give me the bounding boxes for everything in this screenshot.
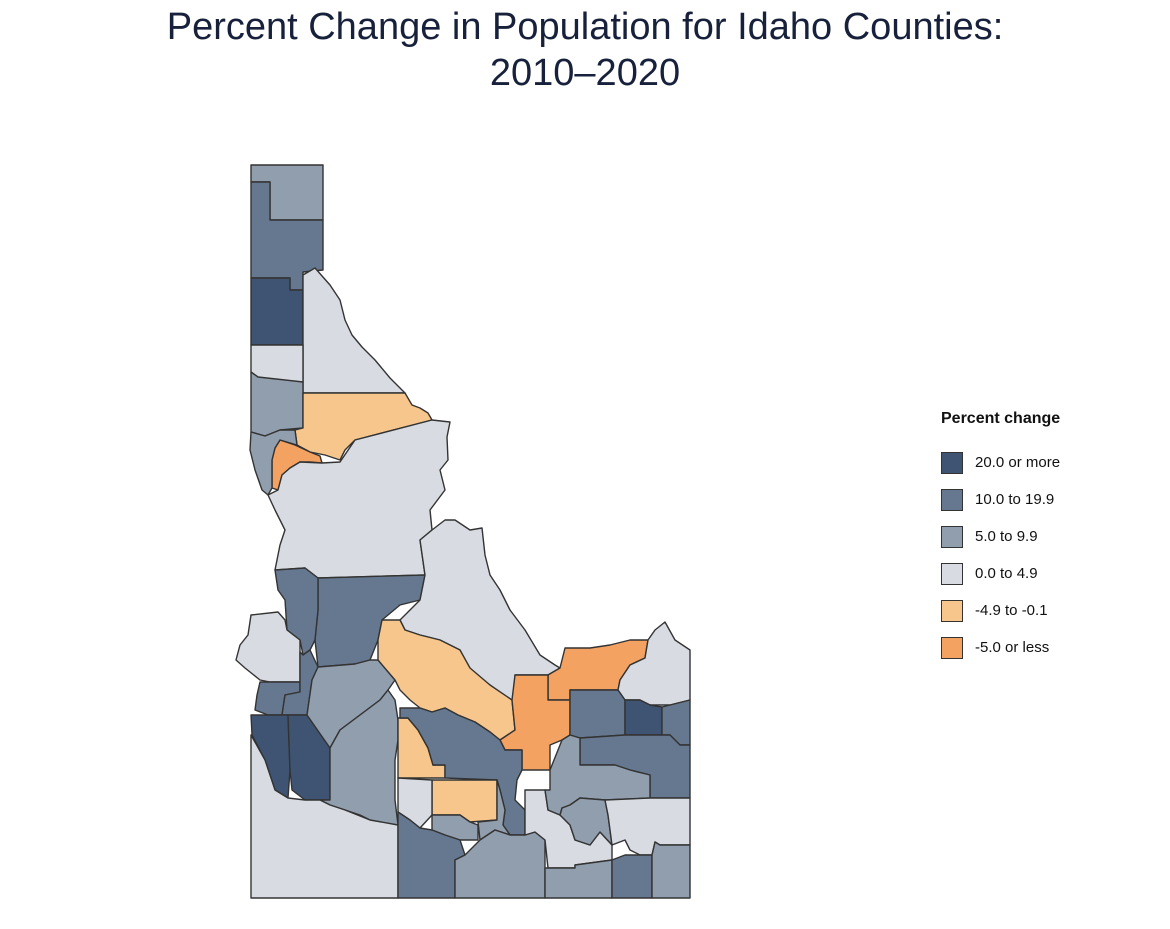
county-region [302, 267, 406, 394]
legend-swatch [941, 525, 963, 548]
county-region [250, 371, 304, 437]
title-line-2: 2010–2020 [489, 52, 681, 94]
county-region [397, 811, 466, 899]
legend-label: 0.0 to 4.9 [975, 565, 1038, 582]
legend-item: -5.0 or less [941, 629, 1060, 666]
legend-label: 20.0 or more [975, 454, 1061, 471]
county-region [651, 841, 691, 899]
legend-swatch [941, 562, 963, 585]
legend-item: -4.9 to -0.1 [941, 592, 1060, 629]
legend-item: 10.0 to 19.9 [941, 481, 1060, 518]
legend-swatch [941, 488, 963, 511]
legend-swatch [941, 599, 963, 622]
map-title: Percent Change in Population for Idaho C… [0, 4, 1170, 96]
legend-swatch [941, 451, 963, 474]
county-region [569, 689, 626, 739]
legend-title: Percent change [941, 410, 1061, 427]
title-line-1: Percent Change in Population for Idaho C… [166, 6, 1004, 48]
legend-item: 20.0 or more [941, 444, 1060, 481]
legend: Percent change 20.0 or more 10.0 to 19.9 5… [941, 410, 1060, 666]
legend-label: 10.0 to 19.9 [975, 491, 1055, 508]
legend-item: 5.0 to 9.9 [941, 518, 1060, 555]
legend-label: -5.0 or less [975, 639, 1050, 656]
legend-label: 5.0 to 9.9 [975, 528, 1038, 545]
legend-swatch [941, 636, 963, 659]
county-region [611, 854, 653, 899]
county-region [249, 429, 298, 496]
county-region [559, 797, 613, 846]
legend-item: 0.0 to 4.9 [941, 555, 1060, 592]
legend-label: -4.9 to -0.1 [975, 602, 1048, 619]
